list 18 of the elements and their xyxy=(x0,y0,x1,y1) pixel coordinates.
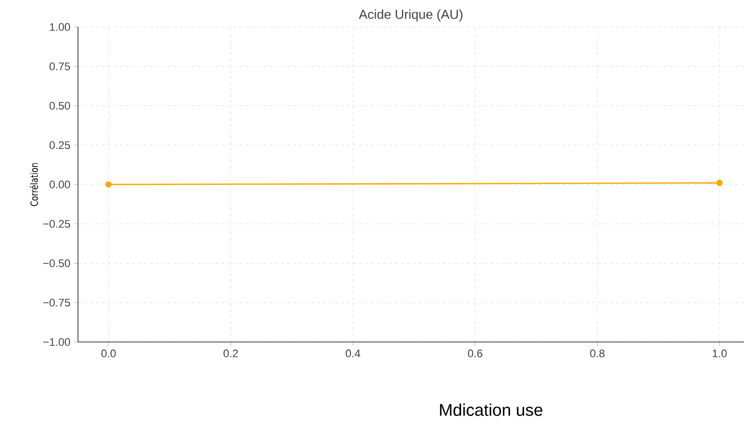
y-tick-label: 0.50 xyxy=(50,102,70,110)
y-axis-title: Corrélation xyxy=(30,163,38,206)
y-tick-label: −0.50 xyxy=(43,259,70,268)
y-tick-label: 0.00 xyxy=(50,180,70,188)
y-tick-label: 0.25 xyxy=(50,141,70,150)
x-axis-title: Mdication use xyxy=(440,404,542,416)
x-tick-label: 0.2 xyxy=(224,350,238,358)
x-tick-label: 0.8 xyxy=(590,350,604,358)
x-tick-label: 1.0 xyxy=(712,350,727,358)
y-tick-label: 1.00 xyxy=(50,23,70,31)
chart-title: Acide Urique (AU) xyxy=(358,9,462,22)
x-tick-label: 0.6 xyxy=(468,350,482,358)
x-tick-label: 0.4 xyxy=(346,350,360,358)
y-tick-label: −0.25 xyxy=(43,220,70,228)
x-tick-label: 0.0 xyxy=(101,350,116,358)
y-tick-label: −1.00 xyxy=(43,338,70,346)
y-tick-label: 0.75 xyxy=(50,62,70,70)
y-tick-label: −0.75 xyxy=(43,298,70,307)
